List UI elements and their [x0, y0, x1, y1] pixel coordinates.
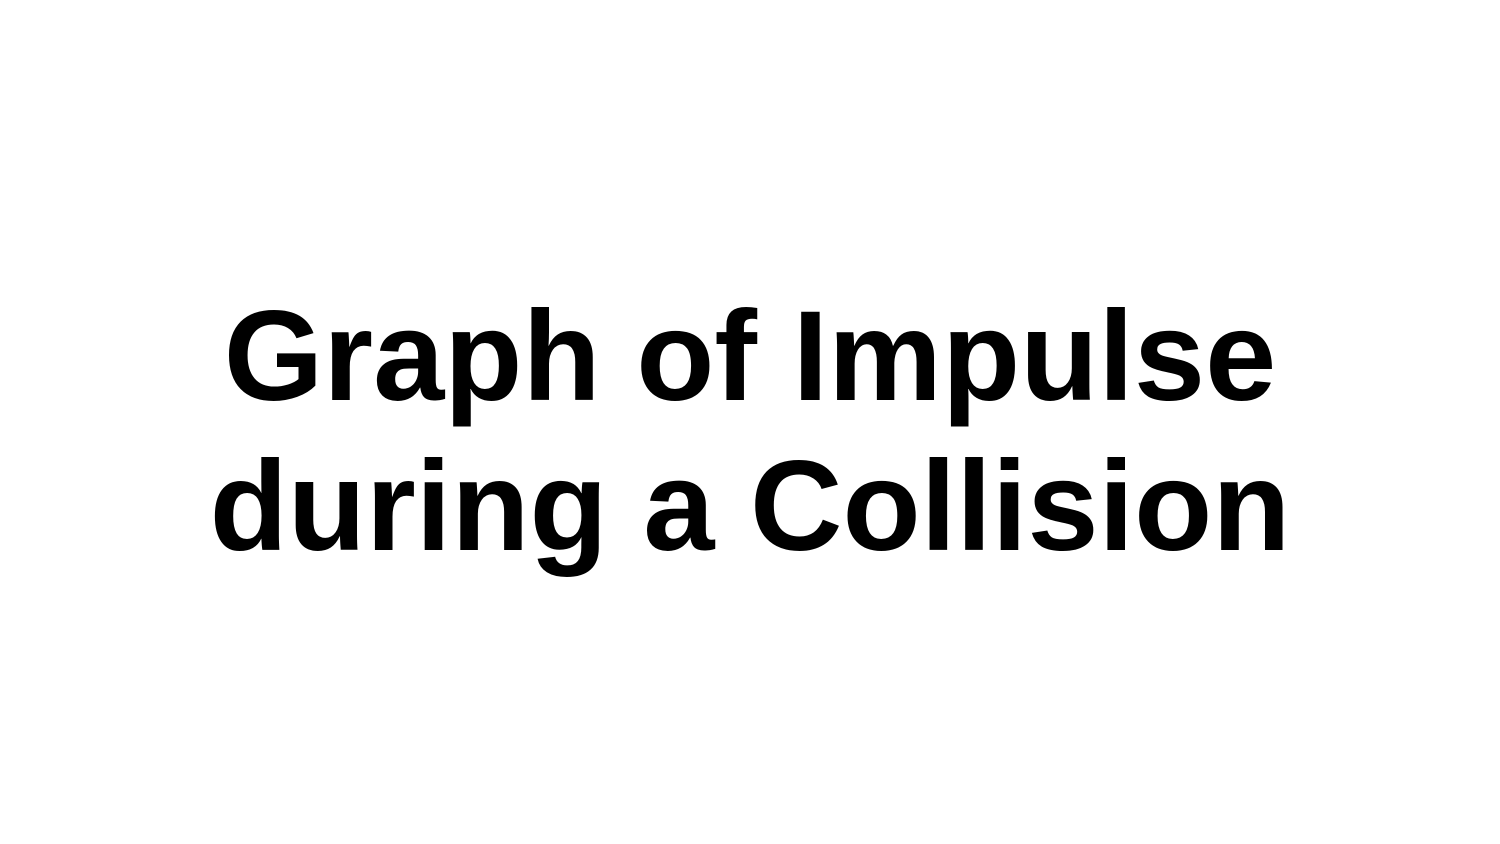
slide-title-line-2: during a Collision	[209, 435, 1291, 578]
slide-title: Graph of Impulse during a Collision	[0, 282, 1500, 582]
slide-title-line-1: Graph of Impulse	[223, 285, 1277, 428]
